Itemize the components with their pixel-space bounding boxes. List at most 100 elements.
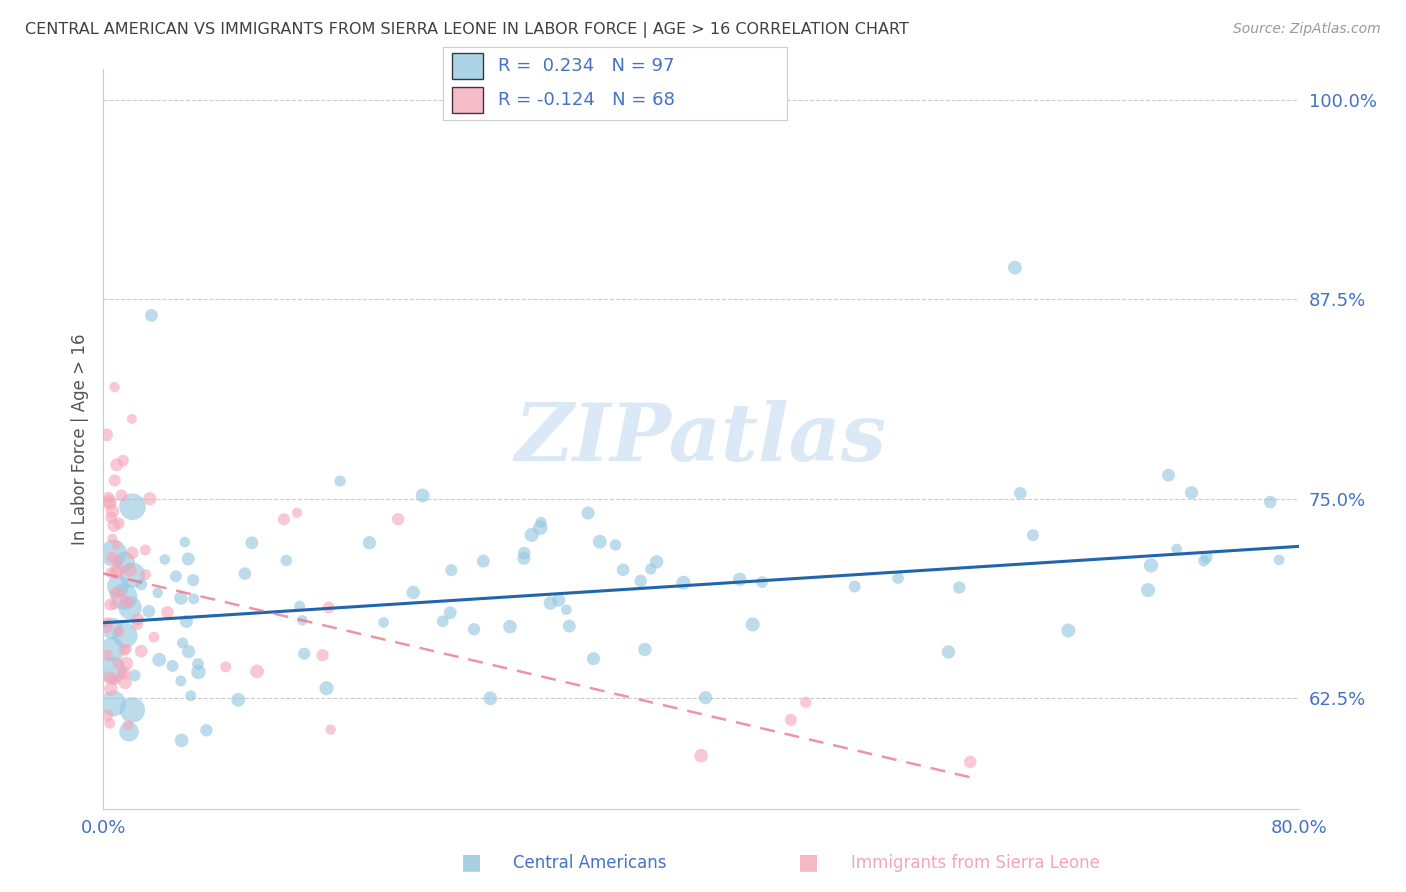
Point bbox=[948, 581, 970, 595]
Point bbox=[114, 594, 136, 608]
Point bbox=[319, 723, 342, 737]
Point bbox=[183, 591, 205, 606]
Point bbox=[576, 506, 599, 520]
Point bbox=[1195, 550, 1218, 565]
Point bbox=[98, 497, 121, 511]
Point bbox=[146, 586, 169, 600]
Point bbox=[100, 598, 122, 612]
Point bbox=[101, 697, 124, 711]
Point bbox=[432, 615, 454, 629]
Point bbox=[291, 613, 314, 627]
Point bbox=[555, 603, 578, 617]
Point bbox=[173, 535, 195, 549]
Point bbox=[780, 713, 803, 727]
Point bbox=[114, 628, 136, 642]
Text: R = -0.124   N = 68: R = -0.124 N = 68 bbox=[498, 91, 675, 109]
Point bbox=[107, 579, 129, 593]
Point bbox=[101, 663, 124, 677]
Point bbox=[114, 555, 136, 569]
Point bbox=[645, 555, 668, 569]
Point bbox=[111, 665, 134, 680]
Point bbox=[479, 691, 502, 706]
Point bbox=[463, 622, 485, 636]
Text: ■: ■ bbox=[799, 853, 818, 872]
Point bbox=[1004, 260, 1026, 275]
Point bbox=[165, 569, 187, 583]
Point bbox=[162, 659, 184, 673]
Point bbox=[215, 660, 238, 674]
Point bbox=[121, 546, 143, 560]
Point bbox=[177, 644, 200, 658]
Text: ■: ■ bbox=[461, 853, 481, 872]
Text: CENTRAL AMERICAN VS IMMIGRANTS FROM SIERRA LEONE IN LABOR FORCE | AGE > 16 CORRE: CENTRAL AMERICAN VS IMMIGRANTS FROM SIER… bbox=[25, 22, 910, 38]
Point bbox=[118, 600, 141, 615]
Point bbox=[1166, 541, 1188, 556]
Point bbox=[226, 693, 249, 707]
Point bbox=[101, 550, 124, 565]
Point bbox=[176, 615, 198, 629]
Point bbox=[141, 309, 163, 323]
Point bbox=[104, 380, 127, 394]
Point bbox=[273, 512, 295, 526]
Point bbox=[98, 671, 121, 685]
Point bbox=[107, 516, 129, 531]
Point bbox=[741, 617, 763, 632]
Point bbox=[246, 665, 269, 679]
Point bbox=[329, 474, 352, 488]
Point bbox=[143, 630, 166, 644]
Point bbox=[96, 708, 118, 723]
Point bbox=[728, 572, 751, 586]
Point bbox=[540, 596, 562, 610]
Point bbox=[103, 598, 125, 612]
Point bbox=[547, 593, 569, 607]
FancyBboxPatch shape bbox=[451, 87, 482, 113]
Point bbox=[121, 412, 143, 426]
Point bbox=[887, 571, 910, 585]
Point bbox=[110, 586, 132, 600]
Point bbox=[121, 703, 143, 717]
Point bbox=[1157, 468, 1180, 483]
Point bbox=[96, 619, 118, 633]
Point bbox=[118, 563, 141, 577]
Point bbox=[101, 622, 124, 636]
Point bbox=[292, 647, 315, 661]
Point bbox=[100, 682, 122, 697]
Point bbox=[529, 521, 551, 535]
Point bbox=[118, 724, 141, 739]
Point bbox=[315, 681, 337, 696]
Point bbox=[101, 504, 124, 518]
Point bbox=[177, 552, 200, 566]
Point bbox=[1140, 558, 1163, 573]
Point bbox=[103, 518, 125, 533]
Point bbox=[108, 624, 131, 638]
Point bbox=[112, 590, 135, 604]
Point bbox=[98, 494, 121, 508]
Point bbox=[96, 648, 118, 662]
Point bbox=[156, 605, 179, 619]
Point bbox=[110, 488, 132, 502]
Point bbox=[402, 585, 425, 599]
Point bbox=[117, 718, 139, 732]
Point bbox=[359, 535, 381, 549]
Point bbox=[690, 748, 713, 763]
Point bbox=[195, 723, 218, 738]
Point bbox=[311, 648, 333, 663]
Point bbox=[104, 474, 127, 488]
Point bbox=[839, 814, 862, 828]
Point bbox=[114, 675, 136, 690]
Point bbox=[373, 615, 395, 630]
Point bbox=[103, 546, 125, 560]
Point bbox=[558, 619, 581, 633]
Point bbox=[111, 453, 134, 467]
Text: ZIPatlas: ZIPatlas bbox=[515, 401, 887, 477]
Point bbox=[105, 554, 128, 568]
Point bbox=[938, 645, 960, 659]
Point bbox=[101, 642, 124, 657]
Text: R =  0.234   N = 97: R = 0.234 N = 97 bbox=[498, 57, 675, 75]
Point bbox=[233, 566, 256, 581]
Point bbox=[115, 642, 138, 657]
Point bbox=[751, 575, 773, 590]
Point bbox=[170, 591, 193, 605]
Point bbox=[412, 488, 434, 502]
Point bbox=[672, 575, 695, 590]
